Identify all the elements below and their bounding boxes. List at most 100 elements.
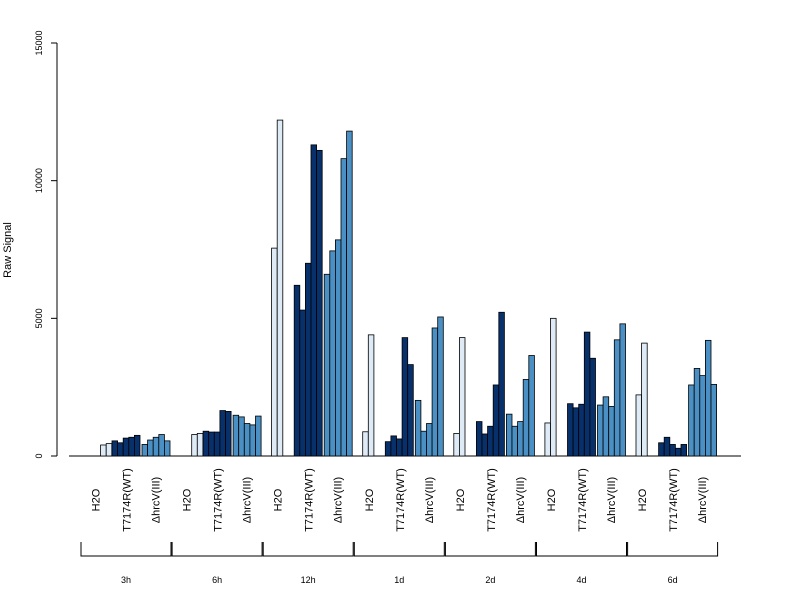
bar: [117, 442, 124, 457]
bar: [208, 431, 215, 457]
y-axis-title: Raw Signal: [2, 222, 14, 278]
group-label: 2d: [485, 575, 495, 585]
condition-label: ΔhrcV(III): [424, 477, 436, 523]
bar: [396, 438, 403, 457]
y-tick-label: 10000: [34, 168, 44, 193]
bar: [498, 311, 505, 457]
bar: [238, 416, 245, 457]
bar: [426, 423, 433, 457]
bar: [602, 396, 610, 457]
group-bracket: [444, 542, 536, 557]
condition-label: T7174R(WT): [122, 468, 134, 532]
bar: [688, 384, 695, 457]
bar: [346, 130, 353, 457]
bar: [608, 406, 615, 457]
group-label: 6d: [668, 575, 678, 585]
bar: [191, 434, 198, 457]
condition-label: H2O: [364, 488, 376, 511]
bars: [100, 119, 717, 457]
bar: [635, 394, 642, 457]
bar: [105, 443, 113, 457]
bar: [475, 421, 483, 457]
bar: [619, 323, 626, 457]
group-bracket: [171, 542, 263, 557]
condition-label: T7174R(WT): [395, 468, 407, 532]
bar: [271, 247, 278, 457]
y-tick-label: 5000: [34, 308, 44, 328]
bar: [705, 339, 712, 457]
condition-label: H2O: [637, 488, 649, 511]
bar: [567, 403, 574, 457]
bar: [437, 316, 444, 457]
bar: [431, 327, 439, 457]
condition-label: H2O: [455, 488, 467, 511]
bar: [255, 415, 262, 457]
bar: [453, 433, 460, 457]
bar: [323, 273, 331, 457]
group-brackets: 3h 6h 12h 1d 2d 4d 6d: [80, 542, 719, 585]
group-label: 4d: [576, 575, 586, 585]
bar: [401, 337, 409, 457]
bar: [232, 414, 240, 457]
condition-label: ΔhrcV(III): [697, 477, 709, 523]
condition-label: T7174R(WT): [668, 468, 680, 532]
group-label: 3h: [121, 575, 131, 585]
bar: [597, 404, 604, 457]
condition-label: ΔhrcV(III): [515, 477, 527, 523]
group-label: 1d: [394, 575, 404, 585]
bar: [299, 309, 306, 457]
bar: [141, 444, 148, 457]
bar: [505, 413, 513, 457]
y-axis: 0 5000 10000 15000: [34, 30, 58, 459]
condition-label: H2O: [91, 488, 103, 511]
condition-label: H2O: [182, 488, 194, 511]
bar: [699, 375, 706, 457]
bar: [367, 334, 375, 457]
bar: [196, 433, 204, 457]
bar: [613, 339, 621, 457]
group-label: 6h: [212, 575, 222, 585]
condition-labels: H2O T7174R(WT) ΔhrcV(III) H2O T7174R(WT) Δhrc…: [91, 468, 710, 532]
bar: [680, 444, 687, 457]
bar: [111, 440, 118, 457]
bar: [544, 422, 551, 457]
bar: [407, 364, 414, 457]
condition-label: T7174R(WT): [304, 468, 316, 532]
bar: [122, 437, 130, 457]
condition-label: H2O: [546, 488, 558, 511]
condition-label: T7174R(WT): [577, 468, 589, 532]
bar: [304, 262, 312, 457]
bar: [243, 423, 251, 457]
bar: [641, 342, 648, 457]
bar: [669, 444, 676, 457]
bar: [100, 444, 107, 457]
bar: [583, 331, 591, 457]
condition-label: ΔhrcV(III): [333, 477, 345, 523]
bar: [384, 441, 392, 457]
bar: [487, 425, 494, 457]
bar: [362, 431, 369, 457]
bar: [213, 431, 221, 457]
group-bracket: [536, 542, 627, 557]
bar: [511, 425, 518, 457]
y-tick-label: 15000: [34, 30, 44, 55]
condition-label: T7174R(WT): [213, 468, 225, 532]
bar: [578, 403, 585, 457]
bar: [589, 357, 596, 457]
bar: [658, 442, 665, 457]
condition-label: H2O: [273, 488, 285, 511]
bar: [334, 239, 342, 457]
bar: [458, 337, 466, 457]
bar: [202, 430, 210, 457]
bar: [710, 384, 717, 457]
bar: [390, 435, 397, 457]
condition-label: ΔhrcV(III): [606, 477, 618, 523]
bar: [293, 284, 301, 457]
bar: [225, 410, 232, 457]
condition-label: ΔhrcV(III): [151, 477, 163, 523]
group-bracket: [627, 542, 719, 557]
bar: [310, 144, 317, 457]
bar: [249, 424, 256, 457]
bar: [163, 440, 171, 457]
bar: [675, 447, 682, 457]
